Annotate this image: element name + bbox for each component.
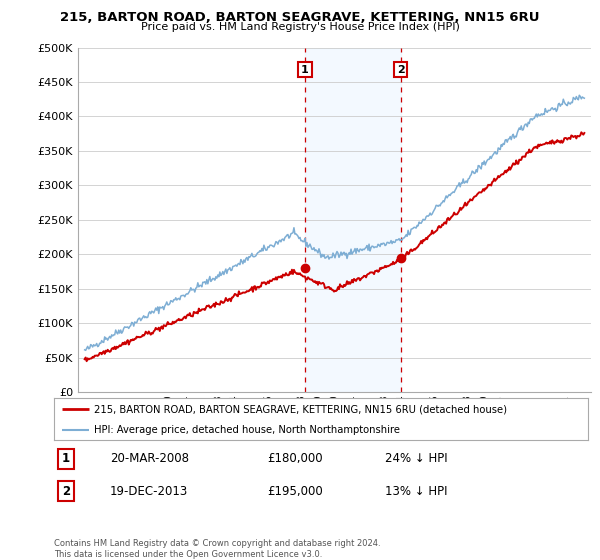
Text: 1: 1 xyxy=(62,452,70,465)
Text: 215, BARTON ROAD, BARTON SEAGRAVE, KETTERING, NN15 6RU: 215, BARTON ROAD, BARTON SEAGRAVE, KETTE… xyxy=(60,11,540,24)
Text: £180,000: £180,000 xyxy=(268,452,323,465)
Text: Price paid vs. HM Land Registry's House Price Index (HPI): Price paid vs. HM Land Registry's House … xyxy=(140,22,460,32)
Text: Contains HM Land Registry data © Crown copyright and database right 2024.
This d: Contains HM Land Registry data © Crown c… xyxy=(54,539,380,559)
Text: 1: 1 xyxy=(301,64,309,74)
Bar xyxy=(305,48,401,392)
Text: HPI: Average price, detached house, North Northamptonshire: HPI: Average price, detached house, Nort… xyxy=(94,426,400,435)
Text: 20-MAR-2008: 20-MAR-2008 xyxy=(110,452,189,465)
Text: 2: 2 xyxy=(397,64,404,74)
Text: 19-DEC-2013: 19-DEC-2013 xyxy=(110,485,188,498)
Text: 24% ↓ HPI: 24% ↓ HPI xyxy=(385,452,448,465)
Text: 215, BARTON ROAD, BARTON SEAGRAVE, KETTERING, NN15 6RU (detached house): 215, BARTON ROAD, BARTON SEAGRAVE, KETTE… xyxy=(94,404,507,414)
Text: £195,000: £195,000 xyxy=(268,485,323,498)
Text: 2: 2 xyxy=(62,485,70,498)
Text: 13% ↓ HPI: 13% ↓ HPI xyxy=(385,485,448,498)
